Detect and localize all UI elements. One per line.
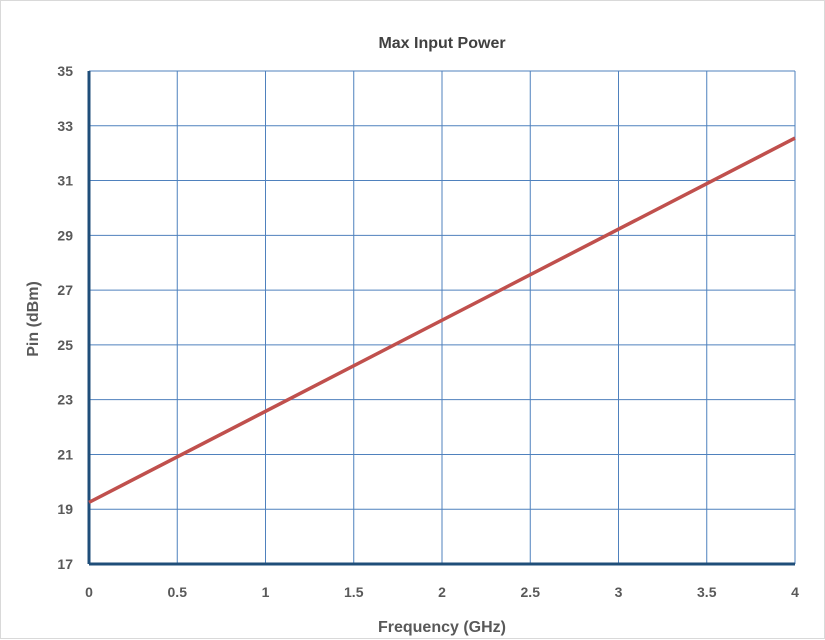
gridlines	[88, 70, 796, 565]
x-tick-label: 2	[438, 584, 446, 600]
y-tick-label: 17	[57, 556, 73, 572]
x-tick-label: 1	[262, 584, 270, 600]
x-tick-label: 0.5	[168, 584, 188, 600]
chart-title: Max Input Power	[378, 35, 505, 52]
x-tick-label: 2.5	[521, 584, 541, 600]
x-tick-label: 3	[615, 584, 623, 600]
y-tick-label: 21	[57, 446, 73, 462]
x-axis-title: Frequency (GHz)	[378, 619, 506, 636]
x-tick-label: 3.5	[697, 584, 717, 600]
y-tick-label: 35	[57, 63, 73, 79]
x-tick-label: 0	[85, 584, 93, 600]
y-axis-title: Pin (dBm)	[25, 281, 42, 357]
series-lines	[88, 136, 796, 504]
y-tick-label: 27	[57, 282, 73, 298]
y-tick-label: 29	[57, 227, 73, 243]
y-tick-labels: 17 19 21 23 25 27 29 31 33 35	[57, 63, 73, 572]
y-tick-label: 33	[57, 118, 73, 134]
y-tick-label: 19	[57, 501, 73, 517]
axes	[87, 71, 795, 566]
y-tick-label: 31	[57, 173, 73, 189]
series-line-0	[88, 136, 796, 504]
x-tick-labels: 0 0.5 1 1.5 2 2.5 3 3.5 4	[85, 584, 799, 600]
y-tick-label: 25	[57, 337, 73, 353]
x-tick-label: 4	[791, 584, 799, 600]
x-tick-label: 1.5	[344, 584, 364, 600]
y-tick-label: 23	[57, 392, 73, 408]
